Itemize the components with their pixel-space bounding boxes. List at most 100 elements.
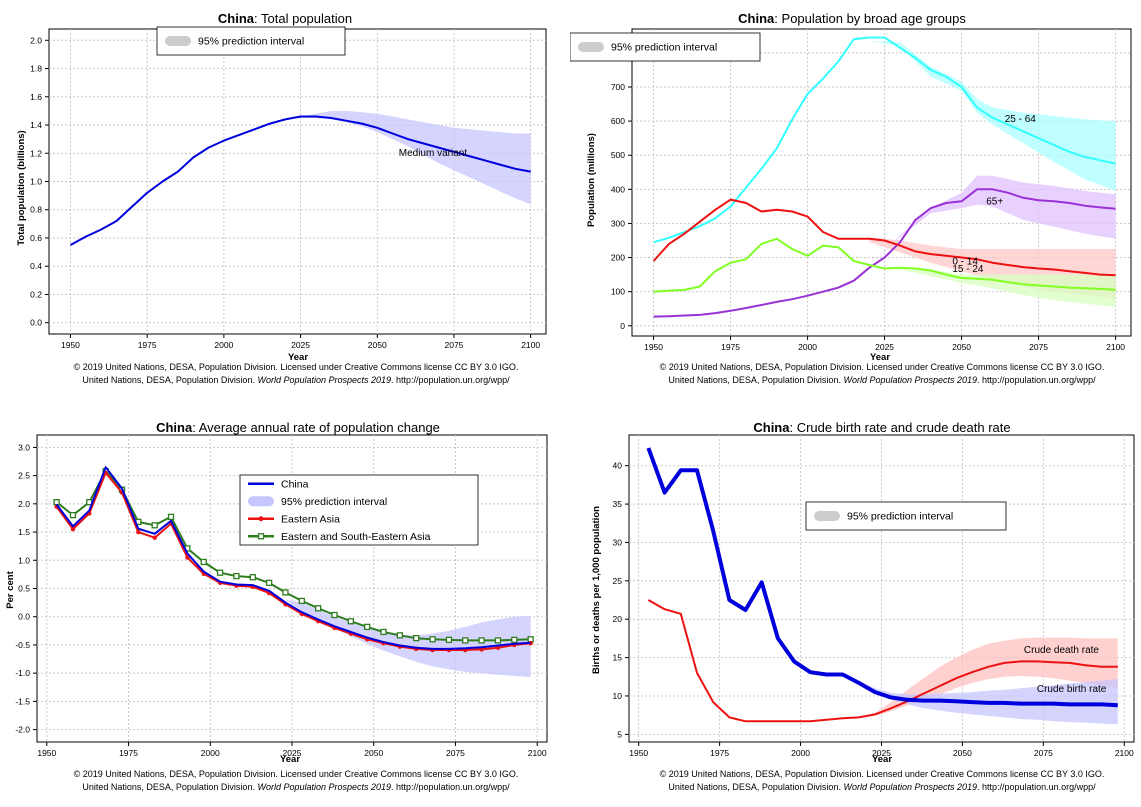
series-marker [462, 637, 469, 644]
y-tick-label: 40 [613, 461, 623, 471]
y-tick-label: 700 [611, 82, 625, 92]
x-tick-label: 1950 [644, 342, 663, 352]
series-line [647, 599, 1118, 723]
series-line [653, 237, 1116, 293]
y-tick-label: 2.0 [18, 499, 30, 509]
series-marker [136, 529, 141, 535]
annotation-label: 0 - 14 [952, 256, 978, 267]
legend-label: 95% prediction interval [281, 496, 387, 508]
chart-title: China: Average annual rate of population… [156, 420, 440, 435]
legend-label: 95% prediction interval [198, 36, 304, 48]
legend-label: Eastern and South-Eastern Asia [281, 531, 431, 543]
x-tick-label: 2025 [291, 340, 310, 350]
series-line [652, 198, 1116, 277]
x-tick-label: 2075 [445, 340, 464, 350]
data-layer [646, 447, 1118, 725]
series-line [653, 188, 1116, 318]
gridlines [49, 29, 546, 334]
y-tick-label: -1.0 [15, 668, 30, 678]
y-tick-label: 0.2 [30, 289, 42, 299]
series-line [55, 466, 531, 650]
annotation-label: 15 - 24 [952, 264, 984, 275]
x-tick-label: 2025 [283, 748, 302, 758]
y-axis-label: Population (millions) [586, 133, 597, 227]
y-tick-label: 0.5 [18, 584, 30, 594]
legend-label: China [281, 478, 309, 490]
legend: China 95% prediction interval Eastern Asia… [239, 474, 479, 546]
series-marker [429, 636, 436, 643]
panel-rate-of-change: China: Average annual rate of population… [0, 410, 570, 802]
series-marker [265, 579, 273, 587]
y-axis-label: Per cent [5, 570, 16, 608]
x-tick-label: 2025 [875, 342, 894, 352]
series-marker [53, 499, 60, 506]
chart-birth-death-rates: China: Crude birth rate and crude death … [591, 420, 1135, 792]
y-tick-label: 300 [611, 218, 625, 228]
y-tick-label: 1.2 [30, 148, 42, 158]
x-tick-label: 2050 [364, 748, 383, 758]
series-marker [347, 618, 354, 625]
legend-swatch [814, 511, 840, 521]
y-tick-label: 2.0 [30, 35, 42, 45]
series-line [55, 471, 531, 651]
chart-title: China: Population by broad age groups [738, 11, 966, 26]
x-axis-label: Year [288, 352, 308, 363]
y-tick-label: 1.4 [30, 120, 42, 130]
x-axis-label: Year [870, 352, 890, 363]
x-tick-label: 2050 [953, 748, 972, 758]
series-marker [479, 647, 484, 652]
series-marker [364, 623, 371, 631]
series-marker [527, 636, 534, 643]
panel-birth-death-rates: China: Crude birth rate and crude death … [570, 410, 1141, 802]
annotation-label: 25 - 64 [1005, 114, 1037, 125]
credit-line-1: © 2019 United Nations, DESA, Population … [660, 362, 1105, 372]
credit-line-2: United Nations, DESA, Population Divisio… [668, 375, 1096, 385]
x-tick-label: 1975 [721, 342, 740, 352]
x-tick-label: 1950 [629, 748, 648, 758]
y-tick-label: 0.4 [30, 261, 42, 271]
y-tick-label: 5 [617, 729, 622, 739]
series-line [653, 36, 1116, 244]
y-tick-label: -2.0 [15, 725, 30, 735]
y-tick-label: 0.0 [30, 318, 42, 328]
credit-line-1: © 2019 United Nations, DESA, Population … [74, 769, 519, 779]
data-layer [70, 110, 531, 246]
legend-label: 95% prediction interval [847, 511, 953, 523]
x-tick-label: 2100 [528, 748, 547, 758]
series-marker [233, 572, 240, 580]
series-marker [216, 569, 224, 576]
series-marker [315, 605, 322, 612]
credit-line-1: © 2019 United Nations, DESA, Population … [660, 769, 1105, 779]
series-marker [282, 589, 289, 596]
series-marker [200, 558, 207, 566]
x-tick-label: 2000 [798, 342, 817, 352]
legend-swatch [248, 496, 274, 507]
data-layer [53, 466, 534, 678]
annotation-label: 65+ [986, 197, 1003, 208]
data-layer [652, 36, 1116, 318]
series-marker [152, 535, 157, 540]
annotation-label: Crude death rate [1024, 645, 1099, 656]
y-tick-label: 0.0 [18, 612, 30, 622]
panel-total-population: China: Total population Total population… [0, 0, 570, 400]
y-tick-label: 0.8 [30, 205, 42, 215]
series-marker [249, 574, 256, 581]
y-tick-label: 1.8 [30, 64, 42, 74]
x-tick-label: 2100 [521, 340, 540, 350]
y-tick-label: 1.0 [30, 177, 42, 187]
series-marker [495, 645, 501, 650]
y-tick-label: 400 [611, 184, 625, 194]
y-tick-label: 200 [611, 253, 625, 263]
chart-age-groups: China: Population by broad age groups Po… [569, 11, 1132, 385]
credit-line-2: United Nations, DESA, Population Divisio… [82, 375, 510, 385]
y-tick-label: 600 [611, 116, 625, 126]
x-axis-label: Year [280, 754, 300, 765]
x-tick-label: 2075 [446, 748, 465, 758]
prediction-band [869, 175, 1116, 267]
legend-box [239, 474, 479, 546]
legend-label: 95% prediction interval [611, 42, 717, 54]
series-marker [478, 637, 485, 644]
annotation-label: Crude birth rate [1037, 684, 1107, 695]
x-tick-label: 1975 [138, 340, 157, 350]
legend-swatch [165, 36, 191, 46]
